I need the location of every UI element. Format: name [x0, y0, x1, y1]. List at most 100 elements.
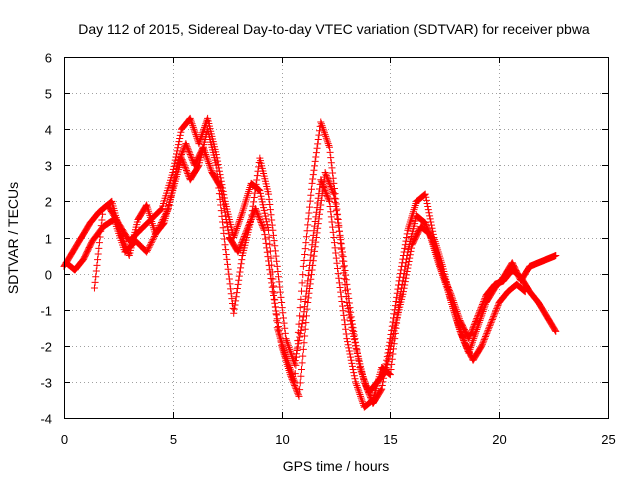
data-point [402, 259, 410, 267]
data-point [255, 163, 263, 171]
data-point [185, 147, 193, 155]
data-point [99, 210, 107, 218]
x-tick-label: 20 [492, 432, 506, 447]
data-point [252, 180, 260, 188]
data-point [307, 275, 315, 283]
data-point [356, 391, 364, 399]
data-point [342, 276, 350, 284]
data-point [223, 219, 231, 227]
data-point [552, 327, 560, 335]
data-point [481, 294, 489, 302]
data-point [399, 273, 407, 281]
data-point [347, 353, 355, 361]
data-point [231, 230, 239, 238]
data-point [232, 297, 240, 305]
data-point [484, 326, 492, 334]
data-point [390, 345, 398, 353]
x-tick-label: 0 [61, 432, 68, 447]
data-point [338, 297, 346, 305]
data-point [401, 241, 409, 249]
data-point [334, 219, 342, 227]
data-point [225, 275, 233, 283]
data-point [294, 391, 302, 399]
data-point [271, 247, 279, 255]
data-point [321, 131, 329, 139]
data-point [219, 224, 227, 232]
data-point [349, 324, 357, 332]
data-point [273, 257, 281, 265]
data-point [232, 226, 240, 234]
y-tick-label: 0 [45, 268, 52, 283]
data-point [223, 255, 231, 263]
data-point [234, 248, 242, 256]
data-point [442, 277, 450, 285]
data-point [202, 150, 210, 158]
data-point [117, 231, 125, 239]
data-point [421, 219, 429, 227]
data-point [218, 212, 226, 220]
data-point [206, 163, 214, 171]
data-point [230, 232, 238, 240]
data-point [232, 228, 240, 236]
data-point [297, 323, 305, 331]
data-point [339, 263, 347, 271]
data-point [454, 309, 462, 317]
data-point [351, 375, 359, 383]
data-point [299, 352, 307, 360]
data-point [475, 310, 483, 318]
data-point [403, 252, 411, 260]
y-axis-title: SDTVAR / TECUs [5, 182, 21, 294]
data-point [91, 278, 99, 286]
data-point [348, 323, 356, 331]
data-point [346, 350, 354, 358]
data-point [182, 141, 190, 149]
data-point [232, 293, 240, 301]
data-point [358, 398, 366, 406]
data-point [349, 366, 357, 374]
data-point [310, 166, 318, 174]
data-point [450, 298, 458, 306]
data-point [265, 195, 273, 203]
data-point [485, 325, 493, 333]
data-point [250, 194, 258, 202]
data-point [183, 143, 191, 151]
data-point [257, 192, 265, 200]
data-point [191, 127, 199, 135]
data-point [107, 198, 115, 206]
data-point [253, 208, 261, 216]
data-point [440, 273, 448, 281]
data-point [361, 378, 369, 386]
data-point [314, 136, 322, 144]
data-point [150, 234, 158, 242]
data-point [186, 150, 194, 158]
data-point [275, 326, 283, 334]
data-point [179, 159, 187, 167]
data-point [120, 239, 128, 247]
data-point [301, 251, 309, 259]
data-point [149, 236, 157, 244]
data-point [427, 233, 435, 241]
data-point [176, 134, 184, 142]
data-point [385, 355, 393, 363]
data-point [425, 228, 433, 236]
data-point [274, 268, 282, 276]
data-point [265, 233, 273, 241]
data-point [179, 147, 187, 155]
data-point [273, 311, 281, 319]
data-point [291, 383, 299, 391]
y-tick-label: 2 [45, 195, 52, 210]
data-point [386, 371, 394, 379]
data-point [225, 230, 233, 238]
data-point [397, 288, 405, 296]
data-point [184, 144, 192, 152]
data-point [311, 218, 319, 226]
data-point [487, 319, 495, 327]
data-point [251, 185, 259, 193]
data-point [347, 313, 355, 321]
data-point [286, 345, 294, 353]
data-point [335, 227, 343, 235]
data-point [226, 280, 234, 288]
data-point [233, 223, 241, 231]
data-point [319, 182, 327, 190]
